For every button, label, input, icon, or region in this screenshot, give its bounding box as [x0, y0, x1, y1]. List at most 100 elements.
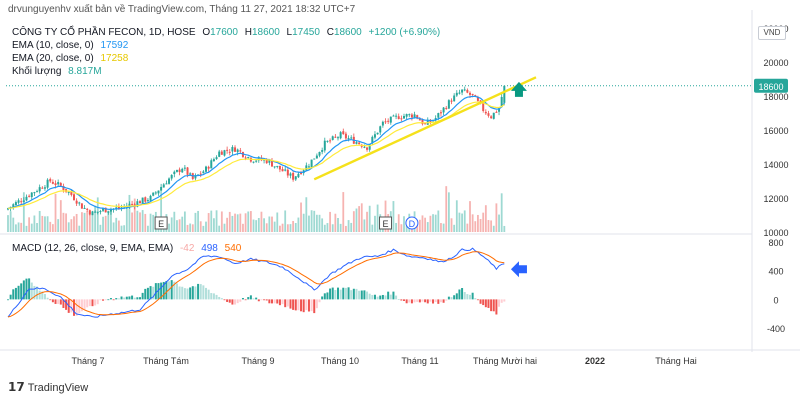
macd-histogram-bar [218, 296, 221, 300]
volume-bar [125, 205, 128, 232]
macd-histogram-bar [165, 280, 168, 300]
volume-bar [73, 216, 75, 232]
volume-bar [461, 213, 463, 232]
volume-bar [276, 212, 279, 232]
candle-body [12, 204, 15, 208]
volume-bar [447, 192, 450, 232]
candle-body [371, 136, 374, 144]
macd-histogram-bar [38, 290, 41, 300]
candle-body [28, 195, 31, 197]
main-legend[interactable]: CÔNG TY CỔ PHẦN FECON, 1D, HOSE O17600 H… [12, 26, 444, 78]
macd-histogram-bar [73, 299, 75, 316]
volume-bars [7, 186, 506, 232]
earnings-marker: E [154, 216, 168, 230]
candle-body [212, 159, 215, 161]
macd-histogram-bar [33, 285, 36, 300]
candle-body [366, 147, 369, 150]
volume-bar [220, 211, 223, 232]
volume-bar [318, 214, 321, 232]
volume-bar [305, 197, 308, 232]
candle-body [244, 157, 247, 159]
macd-histogram-bar [292, 299, 295, 310]
candle-body [239, 150, 242, 152]
candle-body [160, 186, 163, 191]
macd-histogram-bar [194, 286, 197, 300]
dividend-marker: D [405, 216, 419, 230]
volume-bar [284, 210, 287, 232]
volume-bar [139, 212, 141, 232]
macd-histogram-bar [170, 280, 173, 300]
candle-body [416, 115, 419, 119]
macd-histogram-bar [329, 288, 332, 300]
volume-bar [133, 198, 136, 232]
macd-histogram-bar [429, 299, 432, 302]
macd-histogram-bar [57, 299, 60, 304]
candle-body [215, 157, 218, 160]
trendline [313, 76, 537, 181]
macd-histogram-bar [25, 278, 28, 300]
macd-histogram-bar [447, 296, 450, 300]
candle-body [189, 173, 192, 175]
macd-histogram-bar [260, 299, 263, 301]
macd-histogram-bar [337, 287, 339, 300]
macd-histogram-bar [495, 299, 498, 315]
volume-bar [54, 193, 57, 232]
open-label: O [202, 27, 211, 38]
volume-bar [110, 211, 112, 232]
volume-bar [117, 220, 120, 232]
macd-histogram-bar [62, 299, 65, 308]
candle-body [144, 197, 147, 202]
volume-bar [469, 201, 471, 232]
candle-body [503, 85, 506, 103]
volume-bar [355, 208, 358, 232]
macd-histogram-bar [181, 286, 184, 300]
volume-bar [181, 216, 184, 232]
volume-bar [38, 210, 41, 232]
macd-histogram-bar [46, 297, 49, 300]
candle-body [78, 202, 81, 204]
macd-histogram-bar [455, 293, 458, 300]
volume-bar [358, 206, 361, 232]
volume-bar [78, 225, 81, 232]
volume-bar [223, 223, 226, 232]
candle-body [149, 195, 152, 201]
candle-body [30, 192, 33, 198]
macd-histogram-bar [239, 299, 242, 302]
candle-body [289, 173, 292, 176]
macd-histogram-bar [131, 295, 134, 300]
candle-body [20, 201, 23, 203]
macd-legend[interactable]: MACD (12, 26, close, 9, EMA, EMA) -42 49… [12, 242, 245, 255]
candle-body [437, 113, 440, 118]
currency-badge[interactable]: VND [758, 26, 786, 40]
volume-bar [487, 220, 490, 232]
candle-body [284, 169, 287, 171]
candle-body [450, 100, 453, 102]
tradingview-logo[interactable]: 𝟭𝟳 TradingView [8, 380, 88, 394]
volume-bar [249, 211, 252, 232]
volume-bar [395, 222, 397, 232]
macd-histogram-bar [215, 294, 218, 300]
macd-histogram-bar [86, 299, 89, 308]
candle-body [492, 112, 495, 119]
volume-bar [91, 213, 94, 232]
volume-bar [112, 222, 115, 232]
macd-histogram-bar [17, 285, 20, 300]
candle-body [466, 89, 469, 93]
volume-bar [88, 211, 91, 232]
macd-histogram-bar [75, 299, 78, 316]
candle-body [17, 200, 20, 203]
candle-body [476, 97, 479, 101]
candle-body [358, 142, 361, 145]
candle-body [276, 165, 279, 167]
macd-histogram-bar [294, 299, 297, 311]
volume-bar [81, 212, 83, 232]
candle-body [334, 136, 337, 138]
candle-body [310, 159, 313, 168]
volume-bar [17, 222, 20, 232]
volume-bar [49, 221, 52, 232]
volume-bar [292, 220, 295, 232]
candle-body [429, 120, 432, 123]
candle-body [500, 96, 503, 108]
time-tick-label: 2022 [585, 356, 605, 366]
